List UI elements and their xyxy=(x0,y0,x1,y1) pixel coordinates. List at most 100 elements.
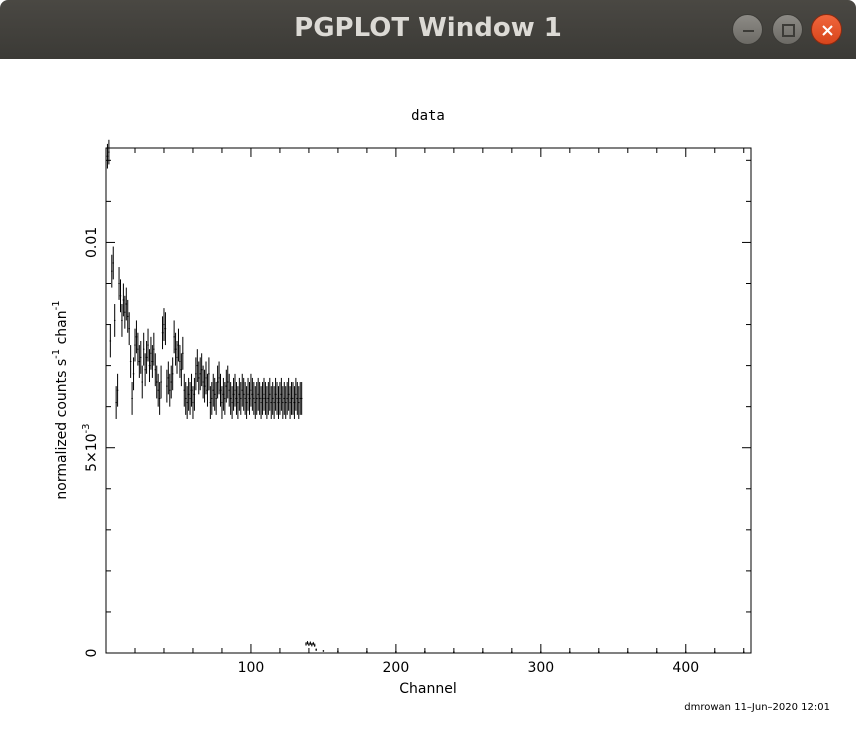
data-point xyxy=(196,349,199,383)
data-point xyxy=(685,651,687,653)
data-point xyxy=(140,340,142,374)
data-point xyxy=(119,279,122,313)
data-point xyxy=(242,377,245,411)
data-point xyxy=(206,373,209,407)
data-point xyxy=(276,382,278,415)
data-point xyxy=(306,641,309,645)
data-point xyxy=(216,365,219,399)
maximize-button[interactable] xyxy=(772,14,803,45)
maximize-icon xyxy=(782,24,795,37)
data-point xyxy=(482,651,484,653)
data-point xyxy=(227,365,229,399)
data-point xyxy=(511,651,513,653)
data-point xyxy=(280,377,283,411)
data-point xyxy=(167,361,170,395)
data-point xyxy=(283,382,286,415)
data-point xyxy=(228,373,230,407)
data-point xyxy=(270,386,272,419)
data-point xyxy=(305,642,307,646)
data-point xyxy=(221,386,223,419)
close-button[interactable] xyxy=(811,14,842,45)
y-axis-label: normalized counts s-1 chan-1 xyxy=(51,300,70,499)
data-point xyxy=(279,382,281,415)
data-point xyxy=(598,651,600,653)
y-axis-label-main: normalized counts s xyxy=(54,359,70,500)
data-point xyxy=(277,386,280,419)
data-point xyxy=(183,373,185,407)
plot-frame xyxy=(105,147,752,654)
data-point xyxy=(540,651,542,653)
data-point xyxy=(106,143,109,169)
y-axis-label-sup1: -1 xyxy=(51,349,62,359)
data-point xyxy=(311,643,313,647)
axis-ticks xyxy=(106,148,751,653)
data-point xyxy=(141,365,143,399)
data-point xyxy=(109,324,112,358)
data-point xyxy=(153,332,155,366)
data-point xyxy=(125,287,128,321)
data-point xyxy=(260,386,262,419)
data-point xyxy=(256,382,258,415)
data-point xyxy=(190,373,193,407)
data-point xyxy=(145,340,148,374)
data-point xyxy=(163,308,165,341)
y-tick-label: 5×10-3 xyxy=(81,423,100,471)
data-point xyxy=(118,267,120,300)
data-point xyxy=(453,651,455,653)
data-point xyxy=(122,283,125,317)
data-point xyxy=(161,316,164,350)
data-point xyxy=(244,382,246,415)
chart-title: data xyxy=(411,108,445,124)
data-point xyxy=(150,336,152,370)
data-point xyxy=(300,382,303,415)
data-point xyxy=(137,332,139,366)
data-point xyxy=(129,345,132,378)
data-point xyxy=(212,373,214,407)
data-point xyxy=(290,382,293,415)
data-point xyxy=(113,304,116,337)
data-point xyxy=(200,353,203,387)
data-point xyxy=(299,382,301,415)
data-point xyxy=(253,382,255,415)
data-point xyxy=(138,345,141,378)
y-tick-label: 0.01 xyxy=(84,227,100,258)
y-axis-label-mid: chan xyxy=(54,310,70,348)
data-point xyxy=(219,373,222,407)
data-point xyxy=(147,328,149,362)
data-point xyxy=(250,373,252,407)
data-point xyxy=(237,386,239,419)
data-point xyxy=(213,377,216,411)
window-title: PGPLOT Window 1 xyxy=(294,13,562,43)
data-point xyxy=(164,312,167,346)
data-point xyxy=(121,304,123,337)
data-point xyxy=(289,386,291,419)
data-point xyxy=(254,386,257,419)
data-point xyxy=(174,332,177,366)
data-point xyxy=(205,361,207,395)
data-point xyxy=(108,139,110,165)
data-point xyxy=(225,369,228,403)
data-point xyxy=(232,377,235,411)
data-point xyxy=(366,650,368,653)
data-point xyxy=(298,386,300,419)
data-point xyxy=(296,382,299,415)
data-point xyxy=(115,386,117,419)
data-point xyxy=(173,320,175,354)
data-point xyxy=(142,332,145,366)
data-point xyxy=(315,648,317,651)
data-point xyxy=(261,382,264,415)
window-titlebar: PGPLOT Window 1 xyxy=(0,0,856,59)
data-point xyxy=(151,345,154,378)
minimize-button[interactable] xyxy=(732,14,763,45)
data-point xyxy=(166,369,168,403)
data-point xyxy=(144,353,146,387)
data-point xyxy=(176,340,178,374)
data-point xyxy=(208,357,210,391)
data-point xyxy=(269,377,271,411)
data-point xyxy=(274,377,277,411)
data-point xyxy=(128,312,130,346)
data-point xyxy=(234,373,236,407)
x-tick-labels: 100 200 300 400 xyxy=(238,660,700,676)
data-point xyxy=(170,365,172,399)
data-point xyxy=(224,382,226,415)
